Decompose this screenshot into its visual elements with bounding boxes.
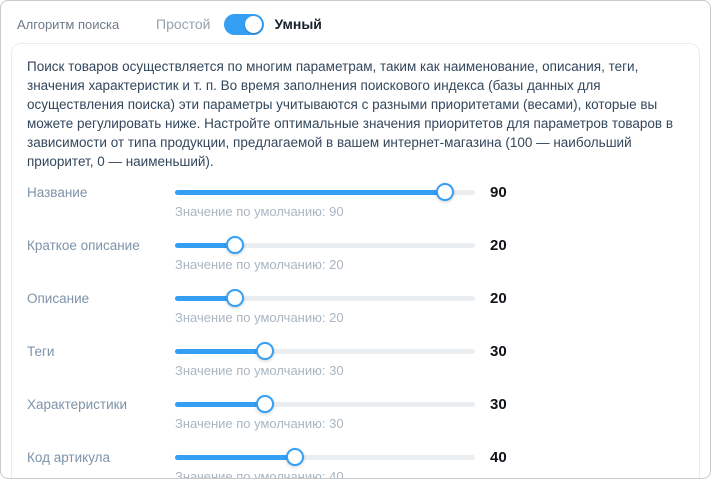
slider-default-caption: Значение по умолчанию: 30 <box>175 416 344 431</box>
settings-card: Поиск товаров осуществляется по многим п… <box>11 43 700 479</box>
algorithm-toolbar: Алгоритм поиска Простой Умный <box>1 1 710 37</box>
slider-track[interactable] <box>175 395 475 413</box>
slider-track[interactable] <box>175 342 475 360</box>
slider-row: Теги Значение по умолчанию: 30 30 <box>27 342 685 378</box>
slider-row: Характеристики Значение по умолчанию: 30 3… <box>27 395 685 431</box>
slider-fill <box>175 189 445 195</box>
slider-default-caption: Значение по умолчанию: 20 <box>175 257 344 272</box>
slider-value: 30 <box>490 396 507 413</box>
slider-track[interactable] <box>175 448 475 466</box>
slider-row-label: Теги <box>27 344 55 359</box>
slider-knob[interactable] <box>256 395 274 413</box>
slider-row-label: Код артикула <box>27 450 111 465</box>
slider-row: Краткое описание Значение по умолчанию: 2… <box>27 236 685 272</box>
toggle-off-label[interactable]: Простой <box>156 16 211 32</box>
slider-default-caption: Значение по умолчанию: 90 <box>175 204 344 219</box>
slider-fill <box>175 348 265 354</box>
slider-default-caption: Значение по умолчанию: 20 <box>175 310 344 325</box>
slider-value: 30 <box>490 343 507 360</box>
slider-fill <box>175 295 235 301</box>
slider-rows: Название Значение по умолчанию: 90 90 Кратк… <box>27 183 685 479</box>
slider-control: Значение по умолчанию: 20 <box>175 289 475 325</box>
slider-fill <box>175 401 265 407</box>
slider-default-caption: Значение по умолчанию: 40 <box>175 469 344 479</box>
search-algorithm-label: Алгоритм поиска <box>17 16 120 32</box>
slider-knob[interactable] <box>226 236 244 254</box>
slider-control: Значение по умолчанию: 30 <box>175 395 475 431</box>
slider-knob[interactable] <box>436 183 454 201</box>
algorithm-toggle-group: Простой Умный <box>156 13 322 35</box>
slider-row: Описание Значение по умолчанию: 20 20 <box>27 289 685 325</box>
slider-value: 20 <box>490 237 507 254</box>
slider-row-label: Название <box>27 185 88 200</box>
slider-default-caption: Значение по умолчанию: 30 <box>175 363 344 378</box>
slider-value: 20 <box>490 290 507 307</box>
toggle-on-label[interactable]: Умный <box>274 16 322 32</box>
slider-fill <box>175 242 235 248</box>
slider-knob[interactable] <box>256 342 274 360</box>
slider-row-label: Характеристики <box>27 397 128 412</box>
slider-fill <box>175 454 295 460</box>
toggle-knob-icon <box>244 15 262 33</box>
slider-row-label: Краткое описание <box>27 238 140 253</box>
description-text: Поиск товаров осуществляется по многим п… <box>27 59 673 169</box>
slider-knob[interactable] <box>226 289 244 307</box>
slider-track[interactable] <box>175 183 475 201</box>
slider-row-label: Описание <box>27 291 90 306</box>
slider-control: Значение по умолчанию: 30 <box>175 342 475 378</box>
algorithm-toggle[interactable] <box>223 13 264 35</box>
slider-control: Значение по умолчанию: 20 <box>175 236 475 272</box>
slider-control: Значение по умолчанию: 90 <box>175 183 475 219</box>
slider-value: 40 <box>490 449 507 466</box>
slider-row: Код артикула Значение по умолчанию: 40 40 <box>27 448 685 479</box>
slider-track[interactable] <box>175 236 475 254</box>
slider-track[interactable] <box>175 289 475 307</box>
slider-control: Значение по умолчанию: 40 <box>175 448 475 479</box>
slider-knob[interactable] <box>286 448 304 466</box>
slider-value: 90 <box>490 184 507 201</box>
slider-row: Название Значение по умолчанию: 90 90 <box>27 183 685 219</box>
